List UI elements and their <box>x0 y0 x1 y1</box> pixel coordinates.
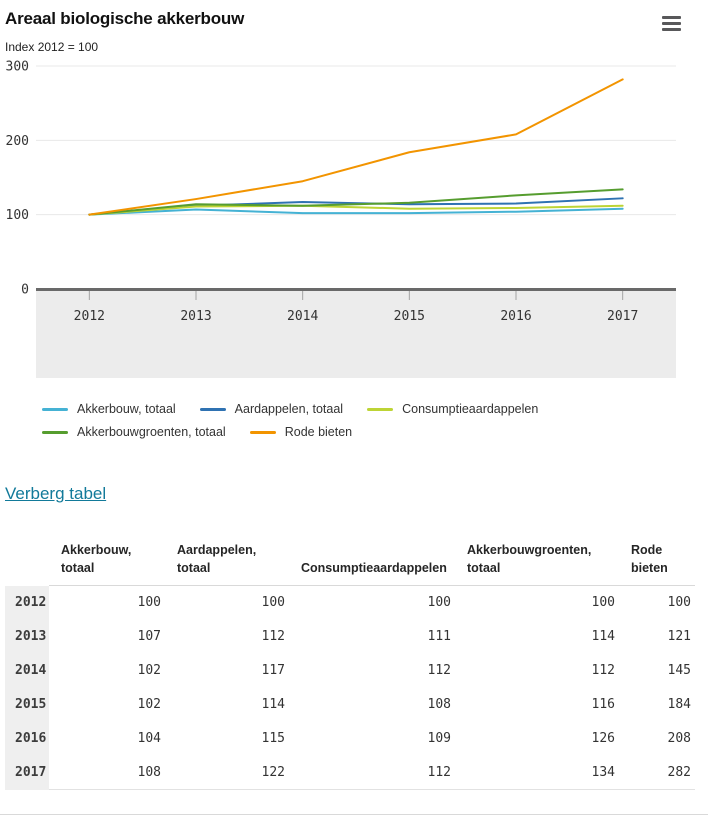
table-year-cell: 2015 <box>5 687 49 722</box>
table-value-cell: 134 <box>455 755 619 790</box>
y-axis-label: 300 <box>6 60 29 75</box>
table-header-row: Akkerbouw, totaal Aardappelen, totaal Cons… <box>5 535 695 586</box>
table-value-cell: 145 <box>667 663 691 678</box>
table-year-cell: 2013 <box>5 619 49 654</box>
table-value-cell: 100 <box>261 595 285 611</box>
x-axis-label: 2017 <box>607 309 638 324</box>
hamburger-bar <box>662 28 681 31</box>
chart-subtitle: Index 2012 = 100 <box>5 40 99 54</box>
series-line-akkerbouw-totaal <box>88 207 624 216</box>
legend-swatch <box>42 430 68 434</box>
table-column-header: Akkerbouwgroenten, totaal <box>455 535 619 586</box>
legend-row: Akkerbouwgroenten, totaal Rode bieten <box>42 425 708 439</box>
table-row: 2012 100 100 100 100 100 <box>5 585 695 620</box>
legend-label: Aardappelen, totaal <box>234 402 344 416</box>
table-value-cell: 115 <box>261 731 285 746</box>
x-axis-band <box>36 291 676 378</box>
table-value-cell: 107 <box>137 629 161 644</box>
hamburger-menu-icon[interactable] <box>662 9 682 34</box>
table-row: 2013 107 112 111 114 121 <box>5 619 695 654</box>
table-value-cell: 122 <box>165 755 289 790</box>
chart-header: Areaal biologische akkerbouw <box>0 0 708 34</box>
legend-item[interactable]: Consumptieaardappelen <box>367 402 538 416</box>
series-line-consumptieaardappelen <box>88 204 624 216</box>
table-head: Akkerbouw, totaal Aardappelen, totaal Cons… <box>5 535 695 586</box>
table-row: 2017 108 122 112 134 282 <box>5 755 695 790</box>
table-corner-cell <box>5 535 49 586</box>
legend-swatch <box>42 407 68 411</box>
table-year-cell: 2012 <box>5 585 49 620</box>
table-value-cell: 111 <box>427 629 451 644</box>
legend-swatch <box>249 430 276 434</box>
table-value-cell: 282 <box>619 755 695 790</box>
legend-item[interactable]: Aardappelen, totaal <box>199 402 344 416</box>
table-year-cell: 2017 <box>5 755 49 790</box>
x-axis-label: 2015 <box>394 309 425 324</box>
table-link-wrap: Verberg tabel <box>0 448 708 504</box>
table-value-cell: 114 <box>261 697 285 712</box>
table-year-cell: 2016 <box>5 721 49 756</box>
hamburger-bar <box>662 16 681 19</box>
table-value-cell: 102 <box>137 697 161 712</box>
series-line-akkerbouwgroenten-totaal <box>88 188 624 216</box>
chart-title: Areaal biologische akkerbouw <box>5 9 245 28</box>
legend-item[interactable]: Akkerbouwgroenten, totaal <box>42 425 226 439</box>
table-row: 2015 102 114 108 116 184 <box>5 687 695 722</box>
table-value-cell: 100 <box>667 595 691 611</box>
table-column-header: Rode bieten <box>619 535 695 586</box>
table-row: 2016 104 115 109 126 208 <box>5 721 695 756</box>
hamburger-bar <box>662 22 681 25</box>
table-column-header: Akkerbouw, totaal <box>49 535 165 586</box>
table-value-cell: 117 <box>261 663 285 678</box>
table-value-cell: 104 <box>137 731 161 746</box>
table-value-cell: 112 <box>591 663 615 678</box>
table-value-cell: 112 <box>261 629 285 644</box>
toggle-table-link[interactable]: Verberg tabel <box>5 484 107 503</box>
legend-item[interactable]: Rode bieten <box>249 425 353 439</box>
table-value-cell: 108 <box>427 697 451 712</box>
series-line-rode-bieten <box>88 78 624 216</box>
table-value-cell: 184 <box>667 697 691 712</box>
table-value-cell: 116 <box>591 697 615 712</box>
x-axis-label: 2014 <box>287 309 318 324</box>
table-body: 2012 100 100 100 100 100 2013 107 112 111 114 121 20… <box>5 585 695 790</box>
table-value-cell: 208 <box>667 731 691 746</box>
table-column-header: Aardappelen, totaal <box>165 535 289 586</box>
table-value-cell: 121 <box>667 629 691 644</box>
table-value-cell: 109 <box>427 731 451 746</box>
y-axis-label: 200 <box>6 134 29 149</box>
x-axis-label: 2012 <box>74 309 105 324</box>
x-axis-label: 2013 <box>180 309 211 324</box>
legend-label: Rode bieten <box>284 425 353 439</box>
table-value-cell: 100 <box>427 595 451 611</box>
table-column-header: Consumptieaardappelen <box>289 535 455 586</box>
legend-row: Akkerbouw, totaal Aardappelen, totaal Cons… <box>42 402 708 416</box>
y-axis-label: 0 <box>21 283 29 298</box>
table-value-cell: 112 <box>427 663 451 678</box>
chart-legend: Akkerbouw, totaal Aardappelen, totaal Cons… <box>0 385 708 439</box>
table-value-cell: 114 <box>591 629 615 644</box>
legend-swatch <box>367 407 394 411</box>
table-value-cell: 112 <box>289 755 455 790</box>
x-axis-label: 2016 <box>500 309 531 324</box>
table-value-cell: 102 <box>137 663 161 678</box>
legend-swatch <box>199 407 226 411</box>
y-axis-label: 100 <box>6 208 29 223</box>
table-value-cell: 100 <box>137 595 161 611</box>
line-chart: 0100200300201220132014201520162017cbs <box>6 60 676 428</box>
table-value-cell: 108 <box>49 755 165 790</box>
table-value-cell: 100 <box>591 595 615 611</box>
legend-label: Akkerbouwgroenten, totaal <box>77 425 226 439</box>
data-table: Akkerbouw, totaal Aardappelen, totaal Cons… <box>5 535 695 790</box>
table-year-cell: 2014 <box>5 653 49 688</box>
table-row: 2014 102 117 112 112 145 <box>5 653 695 688</box>
table-value-cell: 126 <box>591 731 615 746</box>
legend-label: Consumptieaardappelen <box>402 402 539 416</box>
legend-label: Akkerbouw, totaal <box>77 402 176 416</box>
legend-item[interactable]: Akkerbouw, totaal <box>42 402 176 416</box>
